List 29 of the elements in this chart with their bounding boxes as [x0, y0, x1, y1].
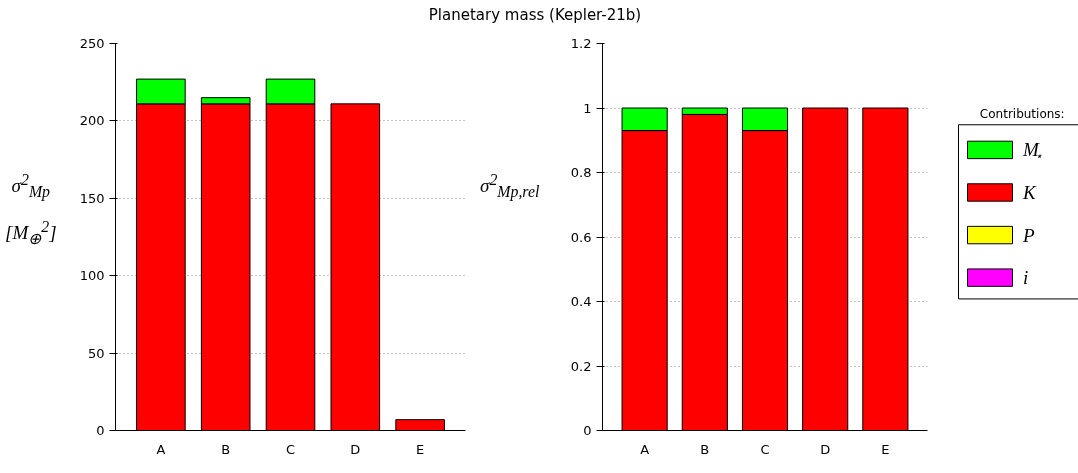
y-tick-label: 150	[79, 190, 105, 206]
y-tick-label: 250	[79, 36, 105, 51]
x-tick-label: E	[881, 441, 890, 457]
y-tick-label: 1.2	[570, 36, 592, 51]
x-tick-label: A	[156, 441, 166, 457]
y-tick-label: 0	[96, 423, 105, 438]
x-tick-label: D	[820, 441, 831, 457]
x-tick-label: C	[760, 441, 770, 457]
x-tick-label: A	[640, 441, 650, 457]
y-tick-label: 0.8	[570, 165, 592, 180]
y-tick-label: 50	[87, 345, 105, 361]
x-tick-label: E	[416, 441, 425, 457]
x-tick-label: B	[700, 441, 710, 457]
y-tick-label: 0.4	[570, 294, 592, 309]
y-tick-label: 0	[583, 423, 592, 438]
y-tick-label: 200	[79, 113, 105, 129]
legend-label: P	[1022, 224, 1035, 246]
text: Planetary mass (Kepler-21b)	[427, 5, 643, 26]
x-tick-label: C	[285, 441, 296, 457]
y-tick-label: 0.2	[570, 358, 592, 374]
y-tick-label: 100	[79, 268, 105, 284]
legend-label: M⋆	[1022, 139, 1043, 163]
legend-label: K	[1022, 181, 1037, 203]
legend-title: Contributions:	[979, 106, 1065, 121]
y-tick-label: 1	[583, 100, 592, 116]
x-tick-label: B	[221, 441, 231, 457]
legend-label: i	[1023, 267, 1029, 289]
x-tick-label: D	[350, 441, 361, 457]
y-tick-label: 0.6	[570, 229, 592, 245]
